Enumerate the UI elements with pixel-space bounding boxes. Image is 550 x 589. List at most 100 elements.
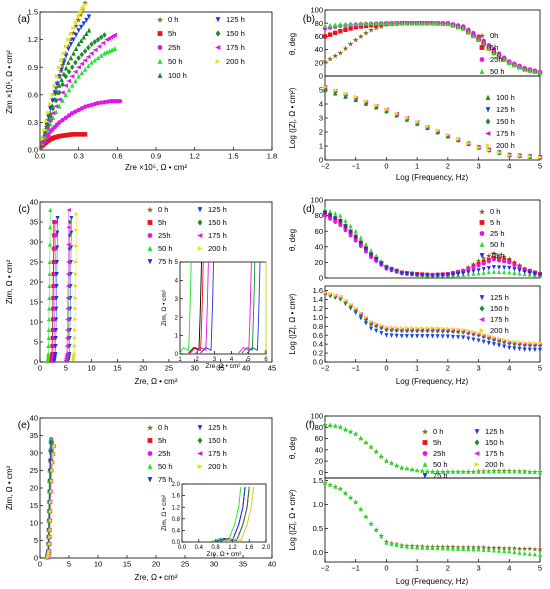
- data-point: [374, 253, 379, 258]
- data-point: [445, 546, 450, 551]
- data-point: [343, 490, 348, 496]
- legend-marker: [197, 207, 203, 213]
- data-point: [47, 118, 53, 123]
- inset-curve: [211, 486, 242, 542]
- data-point: [81, 34, 87, 40]
- data-point: [57, 65, 62, 70]
- legend-label: 5h: [158, 218, 166, 227]
- data-point: [410, 466, 415, 472]
- x-tick-label: 0.0: [178, 545, 187, 551]
- data-point: [384, 333, 389, 338]
- x-tick-label: 1.5: [228, 152, 238, 161]
- legend-marker: [485, 131, 491, 136]
- data-point: [425, 124, 431, 129]
- data-point: ★: [491, 544, 497, 552]
- data-point: [343, 228, 348, 233]
- x-tick-label: 2: [196, 357, 200, 363]
- data-point: [54, 317, 59, 322]
- data-point: [57, 89, 62, 96]
- inset-curve: [219, 486, 250, 542]
- data-point: ★: [506, 544, 512, 552]
- data-point: [363, 246, 368, 252]
- data-point: [322, 23, 328, 29]
- y-tick-label: 60: [315, 227, 323, 236]
- legend-label: 0 h: [168, 15, 178, 24]
- data-point: [74, 212, 80, 216]
- data-point: [343, 91, 349, 96]
- data-point: [389, 333, 394, 338]
- data-point: [435, 326, 441, 331]
- x-tick-label: −1: [351, 364, 360, 373]
- legend-marker: [479, 45, 485, 50]
- y-tick-label: 20: [30, 278, 38, 287]
- x-tick-label: 1.2: [189, 152, 199, 161]
- data-point: [394, 20, 399, 26]
- data-point: [53, 97, 59, 104]
- data-point: [450, 546, 455, 551]
- legend-label: 175 h: [496, 129, 515, 138]
- legend-marker: [197, 219, 203, 226]
- data-point: [522, 66, 527, 72]
- legend-label: 125 h: [208, 423, 227, 432]
- x-tick-label: −2: [321, 364, 330, 373]
- panel-e: 0 5 10 15 20 25 30 35 400510152025303540(e)Zre, …: [5, 414, 276, 582]
- data-point: [73, 272, 79, 276]
- legend-label: 150 h: [208, 218, 227, 227]
- data-point: [466, 328, 471, 333]
- y-tick-label: 15: [30, 298, 38, 307]
- data-point: [430, 468, 435, 474]
- y-tick-label: 1.5: [28, 8, 38, 17]
- y-axis-label-e: Zim, Ω • cm²: [5, 466, 14, 511]
- data-point: [481, 261, 486, 266]
- legend-marker: [479, 317, 485, 322]
- data-point: [538, 341, 543, 346]
- legend-label: 25h: [158, 231, 171, 240]
- data-point: [532, 341, 538, 346]
- data-point: [466, 270, 471, 275]
- data-point: [51, 452, 57, 457]
- legend-label: 50 h: [433, 460, 448, 469]
- inset-curve: [219, 486, 250, 542]
- data-point: [353, 499, 358, 504]
- data-point: [49, 500, 54, 504]
- y-tick-label: 40: [315, 45, 323, 54]
- data-point: [82, 2, 88, 7]
- data-point: [333, 293, 338, 298]
- data-point: [338, 28, 343, 34]
- data-point: [48, 436, 53, 441]
- data-point: [491, 257, 496, 262]
- data-point: [455, 136, 461, 142]
- data-point: [379, 453, 384, 458]
- data-point: ★: [75, 16, 82, 25]
- y-tick-label: 20: [315, 457, 323, 466]
- series-50h: [322, 20, 543, 75]
- y-tick-label: 1.0: [313, 500, 323, 509]
- legend-label: 150 h: [226, 29, 245, 38]
- legend-marker: [479, 295, 485, 301]
- legend-label: 100 h: [168, 71, 187, 80]
- data-point: [333, 30, 338, 36]
- data-point: [343, 224, 348, 229]
- data-point: [52, 83, 58, 88]
- data-point: [46, 316, 51, 322]
- data-point: [481, 469, 486, 474]
- data-point: [328, 482, 333, 487]
- legend-label: 125 h: [485, 427, 504, 436]
- y-tick-label: 0: [319, 468, 323, 477]
- data-point: [517, 271, 522, 276]
- inset-curve: [241, 261, 256, 354]
- data-point: [445, 132, 451, 137]
- data-point: [96, 44, 102, 49]
- data-point: [76, 65, 81, 70]
- legend-marker: [157, 58, 163, 64]
- data-point: [379, 323, 384, 328]
- legend-marker: [157, 72, 163, 78]
- legend-label: 200 h: [485, 460, 504, 469]
- data-point: [333, 216, 338, 221]
- legend-marker: [474, 439, 480, 446]
- data-point: [348, 26, 353, 31]
- data-point: [389, 460, 394, 465]
- data-point: [48, 528, 53, 532]
- data-point: [44, 119, 50, 124]
